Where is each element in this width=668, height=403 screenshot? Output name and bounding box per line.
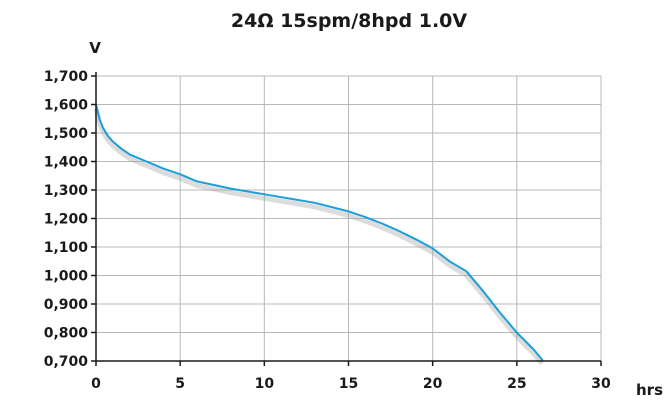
y-tick-label: 1,500 [44,126,89,142]
y-tick-label: 0,800 [44,326,89,342]
x-tick-label: 10 [255,376,275,392]
y-tick-label: 1,200 [44,212,89,228]
y-tick-label: 1,700 [44,69,89,85]
series-line [95,103,544,361]
y-tick-label: 1,100 [44,240,89,256]
series-line-shadow [93,107,545,366]
x-tick-label: 30 [591,376,611,392]
x-tick-label: 15 [339,376,358,392]
axes [91,72,602,366]
y-tick-label: 0,900 [44,297,89,313]
tick-labels: 0,700 0,800 0,900 1,000 1,100 1,200 1,300 1,400… [44,69,611,392]
x-tick-label: 25 [507,376,526,392]
y-tick-label: 1,000 [44,269,89,285]
y-tick-label: 1,400 [44,155,89,171]
x-axis-label: hrs [636,381,663,399]
y-tick-label: 1,300 [44,183,89,199]
series-layer [93,103,545,366]
grid [96,75,602,361]
y-axis-label: V [89,39,101,57]
y-tick-label: 0,700 [44,354,89,370]
x-tick-label: 20 [423,376,443,392]
x-tick-label: 0 [91,376,101,392]
x-tick-label: 5 [175,376,185,392]
y-tick-label: 1,600 [44,98,89,114]
chart-title: 24Ω 15spm/8hpd 1.0V [231,10,468,32]
